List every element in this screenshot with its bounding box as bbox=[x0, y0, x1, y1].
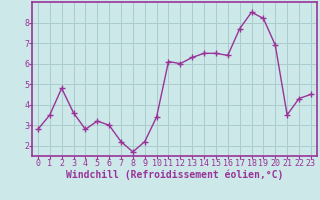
X-axis label: Windchill (Refroidissement éolien,°C): Windchill (Refroidissement éolien,°C) bbox=[66, 169, 283, 180]
